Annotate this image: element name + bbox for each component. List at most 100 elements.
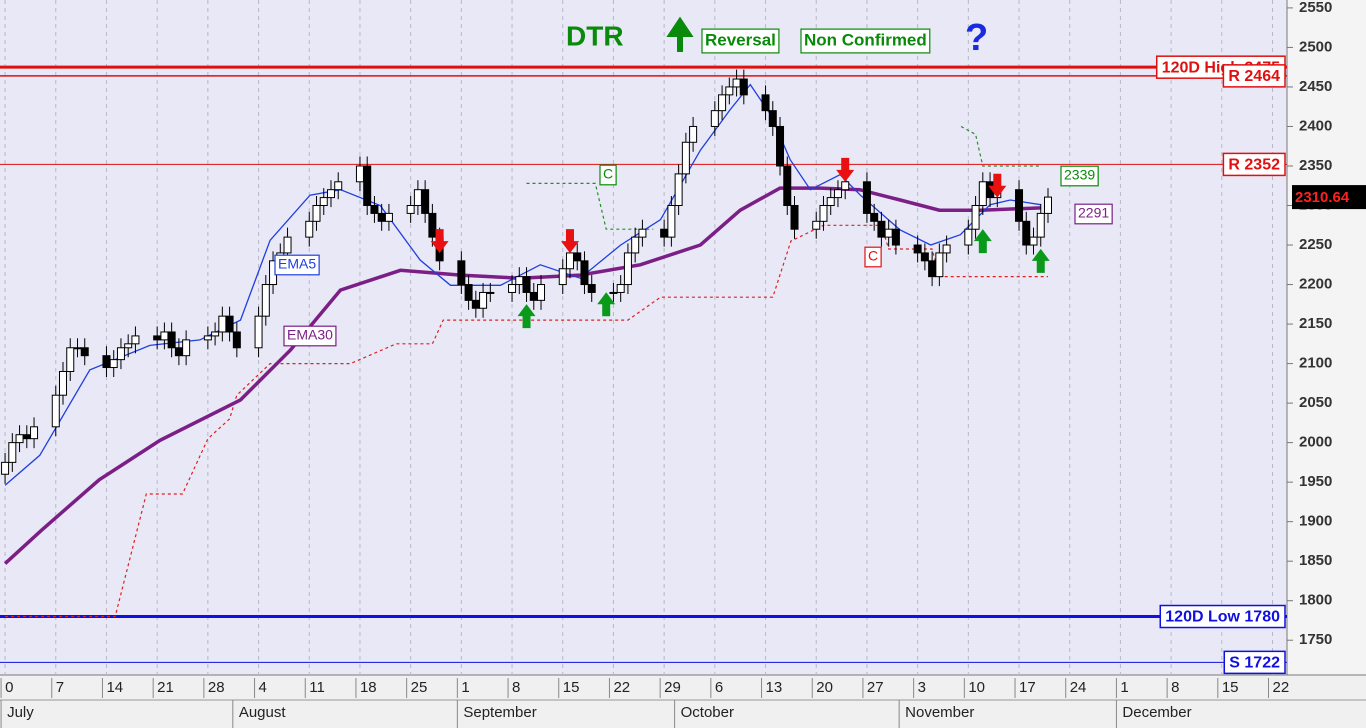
candle-body [153, 335, 162, 341]
candle-body [732, 78, 741, 88]
candle-body [334, 181, 343, 191]
annotation-text: 2291 [1078, 205, 1109, 221]
level-label-text: 120D Low 1780 [1165, 609, 1280, 626]
annotation: EMA5 [274, 254, 320, 276]
y-tick-label: 1850 [1299, 552, 1332, 569]
signal-arrow [988, 173, 1007, 198]
candle-body [522, 276, 531, 293]
y-tick-label: 1750 [1299, 631, 1332, 648]
candle-body [413, 189, 422, 207]
x-axis-background [0, 675, 1366, 728]
candle-body [218, 315, 227, 333]
x-tick-label: 1 [461, 679, 469, 696]
annotation-box [599, 164, 617, 186]
annotation-box [283, 325, 337, 347]
candle-body [66, 347, 75, 372]
level-label: R 2464 [1222, 64, 1286, 88]
annotation: ? [965, 17, 988, 59]
candle-body [660, 228, 669, 238]
candle-body [319, 197, 328, 207]
candle-body [182, 339, 191, 357]
candle-body [363, 165, 372, 207]
level-label-box [1222, 64, 1286, 88]
candle-body [167, 331, 176, 349]
annotation: Non Confirmed [800, 28, 931, 54]
x-tick-label: 15 [1222, 679, 1239, 696]
y-tick-label: 1800 [1299, 592, 1332, 609]
x-tick-label: 17 [1019, 679, 1036, 696]
x-tick-label: 14 [106, 679, 123, 696]
candle-body [486, 291, 495, 294]
candle-body [1015, 189, 1024, 222]
candle-body [862, 181, 871, 214]
x-tick-label: 8 [1171, 679, 1179, 696]
x-tick-label: 21 [157, 679, 174, 696]
candle-body [283, 236, 292, 254]
candle-body [428, 212, 437, 238]
x-tick-label: 22 [613, 679, 630, 696]
candle-body [580, 260, 589, 286]
candle-body [833, 189, 842, 199]
month-label: October [681, 704, 734, 721]
candle-body [884, 228, 893, 238]
annotation-box [701, 28, 780, 54]
x-tick-label: 29 [664, 679, 681, 696]
candle-body [355, 165, 364, 183]
candle-body [116, 347, 125, 361]
candle-body [529, 291, 538, 301]
candle-body [558, 268, 567, 286]
month-label: December [1122, 704, 1191, 721]
last-price-box [1292, 185, 1366, 210]
candle-body [616, 284, 625, 293]
y-axis-background [1287, 0, 1366, 675]
candle-body [8, 442, 17, 463]
level-label-box [1222, 152, 1286, 177]
x-tick-label: 0 [5, 679, 13, 696]
candle-body [225, 315, 234, 333]
candle-body [515, 276, 524, 286]
annotation-box [274, 254, 320, 276]
candle-body [326, 189, 335, 199]
candle-body [623, 252, 632, 286]
candle-body [203, 335, 212, 341]
candle-body [30, 426, 39, 440]
annotation-text: ? [965, 17, 988, 59]
signal-arrow [836, 157, 855, 182]
candle-body [51, 394, 60, 428]
candle-body [573, 252, 582, 262]
candle-body [421, 189, 430, 214]
candle-body [935, 252, 944, 278]
annotation: C [599, 164, 617, 186]
signal-arrow [597, 292, 616, 317]
candle-body [674, 173, 683, 207]
candle-body [80, 347, 89, 357]
candle-body [377, 212, 386, 222]
candle-body [406, 205, 415, 214]
ema-line [4, 83, 1041, 486]
x-tick-label: 22 [1273, 679, 1290, 696]
candle-body [1, 461, 10, 475]
candle-body [102, 355, 111, 369]
candle-body [790, 205, 799, 230]
annotation-text: EMA5 [278, 256, 316, 272]
candle-body [232, 331, 241, 349]
annotation-text: C [603, 166, 613, 182]
level-label: S 1722 [1223, 650, 1286, 675]
candle-body [870, 212, 879, 222]
month-label: September [463, 704, 536, 721]
candle-body [877, 220, 886, 238]
candle-body [370, 205, 379, 214]
annotation-text: DTR [566, 20, 624, 51]
annotation-text: Non Confirmed [804, 30, 927, 49]
x-tick-label: 11 [309, 679, 325, 696]
candle-body [978, 181, 987, 207]
candle-body [964, 228, 973, 246]
plot-background [0, 0, 1287, 675]
candle-body [819, 205, 828, 222]
signal-arrow [430, 229, 449, 254]
candle-body [1029, 236, 1038, 246]
candle-body [971, 205, 980, 230]
candle-body [565, 252, 574, 270]
level-label-text: R 2352 [1228, 157, 1280, 174]
